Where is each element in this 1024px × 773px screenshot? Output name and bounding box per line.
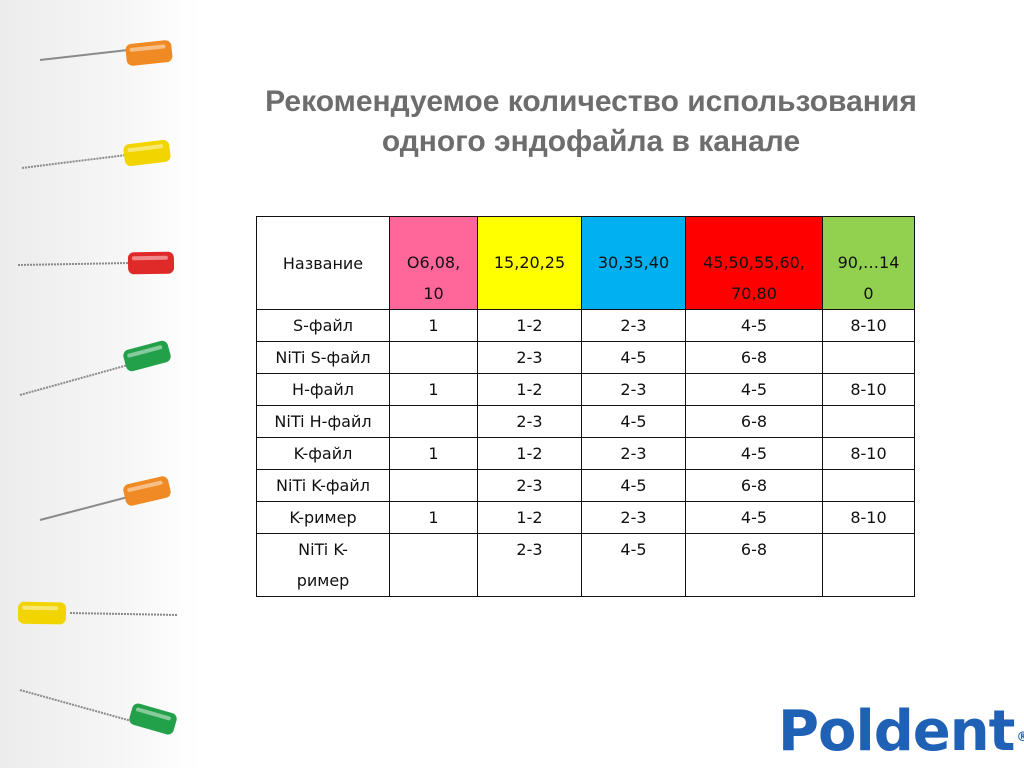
row-value-cell [389, 533, 478, 597]
row-value-cell [822, 469, 915, 502]
row-value-cell [822, 533, 915, 597]
row-value-cell: 2-3 [477, 533, 582, 597]
header-size-cell: O6,08, 10 [389, 216, 478, 310]
table-row: K-ример 1 1-2 2-3 4-5 8-10 [256, 501, 915, 534]
instrument-sidebar [0, 0, 200, 768]
endodontic-file-icon [39, 40, 173, 66]
row-value-cell: 1 [389, 309, 478, 342]
row-name-cell: NiTi K- ример [256, 533, 390, 597]
row-value-cell: 1 [389, 437, 478, 470]
row-value-cell: 4-5 [581, 405, 686, 438]
endodontic-file-icon [17, 251, 175, 275]
row-value-cell: 2-3 [477, 405, 582, 438]
row-value-cell: 8-10 [822, 501, 915, 534]
table-row: H-файл 1 1-2 2-3 4-5 8-10 [256, 373, 915, 406]
row-value-cell: 6-8 [685, 405, 823, 438]
row-value-cell: 1-2 [477, 309, 582, 342]
row-value-cell [822, 405, 915, 438]
page-title: Рекомендуемое количество использования о… [200, 82, 982, 162]
table-row: NiTi K- ример 2-3 4-5 6-8 [256, 533, 915, 597]
row-name-cell: S-файл [256, 309, 390, 342]
row-name-cell: H-файл [256, 373, 390, 406]
row-value-cell: 2-3 [477, 469, 582, 502]
row-name-cell: NiTi S-файл [256, 341, 390, 374]
table-header-row: Название O6,08, 10 15,20,25 30,35,40 45,50,… [256, 216, 915, 310]
row-value-cell: 4-5 [685, 309, 823, 342]
table-row: S-файл 1 1-2 2-3 4-5 8-10 [256, 309, 915, 342]
header-size-cell: 45,50,55,60, 70,80 [685, 216, 823, 310]
logo-text: Poldent [778, 699, 1015, 764]
poldent-logo: Poldent ® [778, 700, 1024, 764]
row-value-cell: 1-2 [477, 501, 582, 534]
table-row: NiTi K-файл 2-3 4-5 6-8 [256, 469, 915, 502]
row-value-cell: 2-3 [477, 341, 582, 374]
endodontic-file-icon [21, 139, 171, 169]
endodontic-file-icon [19, 340, 171, 396]
row-value-cell [389, 341, 478, 374]
endodontic-file-icon [17, 601, 179, 625]
row-value-cell: 2-3 [581, 309, 686, 342]
row-value-cell: 4-5 [581, 533, 686, 597]
endodontic-file-icon [19, 689, 177, 735]
row-value-cell: 6-8 [685, 341, 823, 374]
table-row: NiTi H-файл 2-3 4-5 6-8 [256, 405, 915, 438]
row-value-cell: 2-3 [581, 501, 686, 534]
row-value-cell: 2-3 [581, 373, 686, 406]
row-value-cell: 4-5 [685, 373, 823, 406]
usage-table: Название O6,08, 10 15,20,25 30,35,40 45,50,… [256, 216, 915, 597]
header-size-cell: 15,20,25 [477, 216, 582, 310]
header-name-cell: Название [256, 216, 390, 310]
title-line-2: одного эндофайла в канале [381, 125, 801, 158]
row-name-cell: NiTi K-файл [256, 469, 390, 502]
header-size-cell: 90,…14 0 [822, 216, 915, 310]
row-value-cell: 1 [389, 373, 478, 406]
header-size-cell: 30,35,40 [581, 216, 686, 310]
instrument-illustrations [17, 40, 179, 735]
row-value-cell: 8-10 [822, 437, 915, 470]
row-value-cell: 1-2 [477, 373, 582, 406]
row-value-cell: 8-10 [822, 309, 915, 342]
row-value-cell: 4-5 [685, 501, 823, 534]
row-value-cell: 6-8 [685, 533, 823, 597]
row-value-cell: 4-5 [685, 437, 823, 470]
endodontic-file-icon [39, 476, 171, 521]
row-value-cell: 4-5 [581, 341, 686, 374]
row-value-cell: 1-2 [477, 437, 582, 470]
row-value-cell [822, 341, 915, 374]
row-value-cell: 4-5 [581, 469, 686, 502]
row-value-cell: 2-3 [581, 437, 686, 470]
table-row: NiTi S-файл 2-3 4-5 6-8 [256, 341, 915, 374]
row-name-cell: NiTi H-файл [256, 405, 390, 438]
row-value-cell [389, 405, 478, 438]
row-value-cell: 8-10 [822, 373, 915, 406]
row-value-cell: 6-8 [685, 469, 823, 502]
row-name-cell: K-ример [256, 501, 390, 534]
title-line-1: Рекомендуемое количество использования [265, 85, 917, 118]
row-value-cell [389, 469, 478, 502]
row-name-cell: K-файл [256, 437, 390, 470]
row-value-cell: 1 [389, 501, 478, 534]
logo-registered-mark: ® [1016, 730, 1024, 745]
table-row: K-файл 1 1-2 2-3 4-5 8-10 [256, 437, 915, 470]
